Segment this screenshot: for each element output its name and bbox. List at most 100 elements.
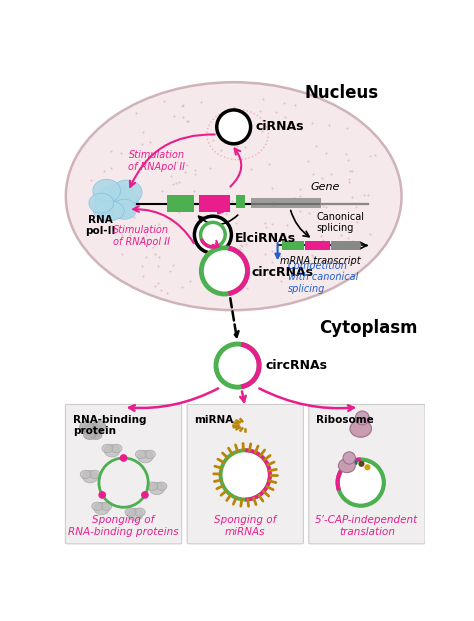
Point <box>326 221 334 231</box>
Point <box>296 191 304 201</box>
Point <box>309 118 316 128</box>
Point <box>295 262 303 272</box>
Bar <box>251 199 321 208</box>
Point <box>146 137 154 147</box>
Point <box>157 285 165 295</box>
Point <box>319 235 327 245</box>
Point <box>290 194 297 204</box>
Circle shape <box>99 491 106 499</box>
Point <box>160 96 168 106</box>
Ellipse shape <box>125 508 136 517</box>
Ellipse shape <box>80 470 91 479</box>
Circle shape <box>338 465 345 470</box>
Point <box>321 273 329 283</box>
Point <box>209 238 216 248</box>
Text: Gene: Gene <box>310 183 340 193</box>
Circle shape <box>120 454 128 462</box>
Circle shape <box>345 461 351 467</box>
Point <box>285 259 293 269</box>
Point <box>228 196 236 206</box>
Point <box>268 258 276 268</box>
Point <box>193 219 201 229</box>
Point <box>228 281 236 291</box>
Point <box>237 245 244 255</box>
Text: Competition
with canonical
splicing: Competition with canonical splicing <box>288 261 358 294</box>
Point <box>92 215 100 225</box>
Point <box>87 175 95 185</box>
Point <box>183 116 191 125</box>
Point <box>292 100 299 110</box>
Point <box>268 219 276 229</box>
Point <box>240 200 248 210</box>
Ellipse shape <box>338 459 356 473</box>
Point <box>356 253 364 263</box>
Ellipse shape <box>128 509 143 520</box>
Point <box>276 251 284 261</box>
Point <box>345 177 353 187</box>
Point <box>151 227 158 237</box>
Point <box>259 94 267 104</box>
Point <box>348 236 356 246</box>
FancyBboxPatch shape <box>65 404 182 544</box>
Ellipse shape <box>93 179 120 202</box>
Circle shape <box>352 460 358 466</box>
Point <box>268 246 276 256</box>
Ellipse shape <box>102 444 113 453</box>
Point <box>353 217 360 227</box>
Point <box>262 218 269 228</box>
Point <box>175 177 183 187</box>
Point <box>304 156 311 166</box>
Circle shape <box>358 461 365 467</box>
Circle shape <box>217 110 251 144</box>
Text: Stimulation
of RNApol II: Stimulation of RNApol II <box>128 150 185 171</box>
Point <box>318 173 325 183</box>
Circle shape <box>201 222 225 247</box>
Ellipse shape <box>350 420 372 437</box>
Point <box>178 282 186 292</box>
Ellipse shape <box>90 470 100 479</box>
Point <box>242 238 250 248</box>
Ellipse shape <box>145 450 155 458</box>
Point <box>269 197 277 207</box>
Point <box>210 220 218 230</box>
Text: Canonical
splicing: Canonical splicing <box>316 212 364 233</box>
Point <box>198 214 205 224</box>
Point <box>135 192 142 202</box>
Point <box>364 189 371 199</box>
Point <box>309 252 316 262</box>
Point <box>238 240 246 250</box>
Point <box>281 112 289 122</box>
Text: miRNA: miRNA <box>194 415 234 425</box>
Point <box>233 142 241 152</box>
Point <box>272 107 280 117</box>
Point <box>344 124 351 134</box>
Point <box>322 202 329 212</box>
Point <box>191 186 198 196</box>
Text: Cytoplasm: Cytoplasm <box>319 319 418 337</box>
Point <box>126 230 134 240</box>
Point <box>236 283 243 293</box>
Point <box>212 127 220 137</box>
Point <box>173 148 181 158</box>
Point <box>155 261 162 271</box>
Point <box>160 238 167 248</box>
Point <box>346 166 354 176</box>
Point <box>151 281 159 291</box>
Ellipse shape <box>156 482 167 491</box>
Point <box>309 250 316 260</box>
Circle shape <box>337 460 384 505</box>
Circle shape <box>194 216 231 253</box>
Point <box>336 224 344 233</box>
Bar <box>331 241 361 250</box>
Point <box>352 202 360 212</box>
Bar <box>236 196 245 208</box>
Ellipse shape <box>83 424 102 437</box>
Point <box>247 164 255 174</box>
Point <box>173 156 181 166</box>
Point <box>310 168 317 178</box>
Point <box>342 241 349 251</box>
Point <box>183 160 191 170</box>
Point <box>91 201 99 211</box>
Ellipse shape <box>90 430 102 440</box>
Point <box>229 127 237 137</box>
